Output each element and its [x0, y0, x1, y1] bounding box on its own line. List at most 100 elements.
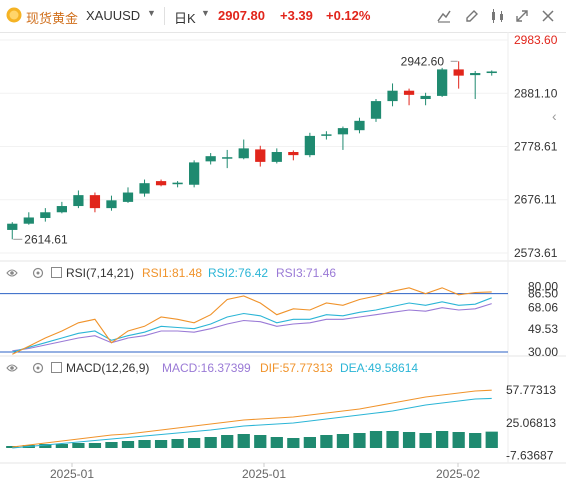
- drawing-tools-icon: [437, 10, 451, 23]
- macd-histogram-bar: [436, 431, 449, 448]
- period-chevron-icon[interactable]: ▼: [201, 8, 210, 18]
- rsi-axis-label: 30.00: [528, 345, 558, 359]
- candle-body: [189, 162, 200, 185]
- rsi-axis-label: 80.00: [528, 280, 558, 294]
- macd-header: MACD(12,26,9) MACD:16.37399 DIF:57.77313…: [0, 359, 420, 377]
- macd-label: MACD(12,26,9): [66, 361, 150, 375]
- last-price: 2907.80: [218, 8, 265, 23]
- rsi-axis-label: 49.53: [528, 322, 558, 336]
- macd-histogram-bar: [452, 432, 465, 448]
- macd-histogram-bar: [469, 433, 482, 448]
- pencil-button[interactable]: [462, 6, 482, 26]
- indicators-button[interactable]: [488, 6, 508, 26]
- candle-body: [486, 71, 497, 74]
- drawing-tools-button[interactable]: [434, 6, 454, 26]
- price-axis-label: 2881.10: [514, 86, 558, 100]
- macd-value: MACD:16.37399: [162, 361, 251, 375]
- macd-histogram-bar: [369, 431, 383, 448]
- candle-body: [222, 157, 233, 159]
- high-price-label: 2942.60: [401, 54, 445, 68]
- candle-body: [370, 101, 382, 119]
- macd-histogram-bar: [402, 432, 416, 448]
- macd-histogram-bar: [204, 437, 217, 448]
- rsi-header: RSI(7,14,21) RSI1:81.48 RSI2:76.42 RSI3:…: [0, 264, 400, 282]
- candle-body: [205, 156, 216, 162]
- candle-body: [40, 212, 51, 218]
- rsi-axis-label: 68.06: [528, 301, 558, 315]
- rsi1-line: [12, 287, 492, 355]
- candle-body: [139, 183, 150, 194]
- candle-body: [288, 152, 299, 156]
- macd-histogram-bar: [237, 434, 250, 448]
- macd-histogram-bar: [221, 435, 234, 448]
- candle-body: [337, 128, 349, 135]
- candle-body: [453, 69, 464, 76]
- macd-histogram-bar: [287, 438, 300, 448]
- fullscreen-icon: [516, 10, 528, 22]
- chevron-down-icon[interactable]: ▼: [147, 8, 156, 18]
- time-axis: 2025-01 2025-01 2025-02: [50, 463, 480, 481]
- price-axis: 2983.60 2881.10 2778.61 2676.11 2573.61: [514, 33, 558, 260]
- low-price-label: 2614.61: [24, 232, 68, 246]
- rsi3-value: RSI3:71.46: [276, 266, 337, 280]
- settings-button[interactable]: [538, 6, 558, 26]
- candle-body: [238, 148, 249, 159]
- macd-histogram-bar: [154, 440, 168, 448]
- macd-histogram-bar: [72, 443, 85, 448]
- candle-body: [403, 90, 415, 95]
- candle-body: [23, 217, 34, 224]
- candlestick-series: 2942.60 2614.61: [7, 54, 497, 246]
- candle-body: [172, 182, 183, 185]
- candle-body: [437, 69, 448, 96]
- symbol-name[interactable]: 现货黄金: [26, 11, 79, 26]
- price-change-pct: +0.12%: [326, 8, 371, 23]
- candle-body: [56, 206, 67, 213]
- macd-panel: 57.77313 25.06813 -7.63687: [6, 383, 556, 463]
- checkbox-icon[interactable]: [51, 267, 62, 278]
- macd-histogram-bar: [270, 437, 283, 448]
- macd-histogram-bar: [105, 442, 118, 448]
- fullscreen-button[interactable]: [512, 6, 532, 26]
- candle-body: [255, 149, 266, 162]
- candle-body: [420, 95, 431, 100]
- period-selector[interactable]: 日K: [174, 11, 196, 26]
- time-axis-label: 2025-02: [436, 467, 480, 481]
- collapse-arrow-icon[interactable]: ‹: [552, 108, 557, 124]
- eye-icon[interactable]: [6, 267, 18, 279]
- candle-body: [271, 152, 282, 162]
- candle-body: [89, 195, 101, 209]
- macd-histogram-bar: [336, 434, 350, 448]
- eye-icon[interactable]: [6, 362, 18, 374]
- rsi-label: RSI(7,14,21): [66, 266, 135, 280]
- candle-body: [7, 223, 18, 230]
- checkbox-icon[interactable]: [51, 362, 62, 373]
- gear-icon[interactable]: [32, 362, 44, 374]
- gear-icon[interactable]: [32, 267, 44, 279]
- macd-histogram-bar: [88, 443, 102, 448]
- rsi2-line: [12, 297, 492, 353]
- candle-body: [470, 73, 481, 76]
- candle-body: [122, 192, 134, 202]
- time-axis-label: 2025-01: [50, 467, 94, 481]
- macd-axis-label: 57.77313: [506, 383, 556, 397]
- rsi3-line: [12, 303, 492, 352]
- macd-histogram-bar: [485, 431, 498, 448]
- divider: [164, 7, 165, 25]
- rsi-axis-label: 86.50: [528, 287, 558, 301]
- candle-body: [354, 120, 365, 131]
- price-change: +3.39: [280, 8, 313, 23]
- chart-header: 现货黄金 XAUUSD ▼ 日K ▼ 2907.80 +3.39 +0.12%: [0, 0, 566, 33]
- rsi1-value: RSI1:81.48: [142, 266, 203, 280]
- candle-body: [321, 134, 332, 136]
- indicators-icon: [492, 9, 503, 23]
- coin-icon: [6, 7, 22, 23]
- candle-body: [304, 135, 315, 156]
- macd-histogram-bar: [188, 438, 201, 448]
- dif-value: DIF:57.77313: [260, 361, 333, 375]
- price-axis-label: 2676.11: [514, 193, 557, 207]
- settings-icon: [542, 10, 554, 22]
- symbol-code[interactable]: XAUUSD: [86, 8, 141, 23]
- dif-line: [12, 389, 492, 448]
